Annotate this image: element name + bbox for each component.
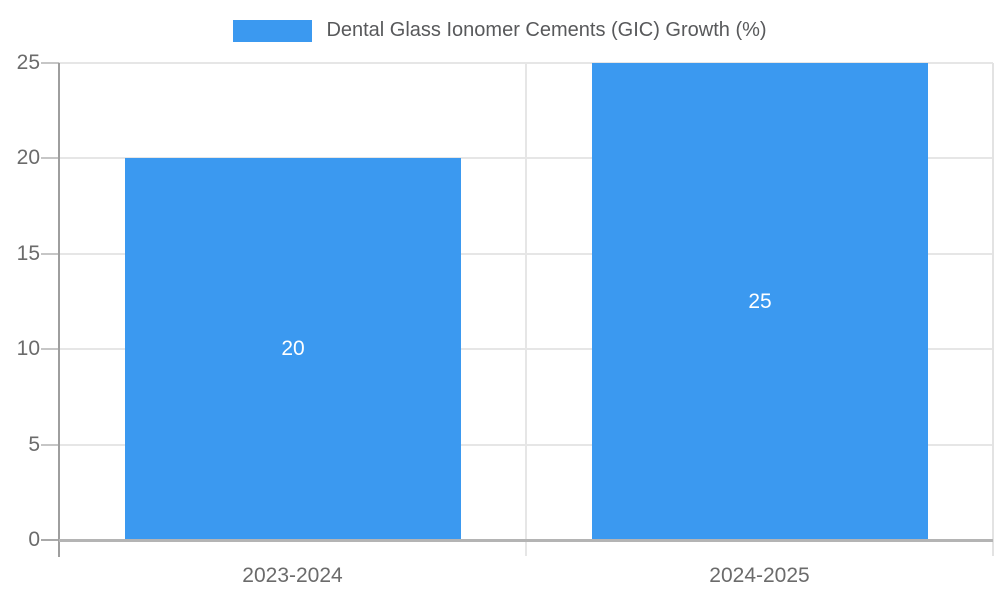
bar-value-label-2024-2025: 25: [748, 290, 772, 313]
x-tick-label-2024-2025: 2024-2025: [709, 564, 810, 587]
legend-label: Dental Glass Ionomer Cements (GIC) Growt…: [326, 19, 767, 41]
bar-2024-2025[interactable]: [592, 63, 928, 540]
legend: Dental Glass Ionomer Cements (GIC) Growt…: [0, 19, 1000, 42]
y-tick-label-5: 5: [28, 433, 40, 456]
y-tick-label-25: 25: [16, 51, 40, 74]
bar-value-label-2023-2024: 20: [281, 337, 305, 360]
legend-swatch: [233, 19, 313, 42]
y-tick-label-10: 10: [16, 337, 40, 360]
y-axis-line: [58, 63, 60, 557]
y-tick-label-0: 0: [28, 528, 40, 551]
y-tick-label-15: 15: [16, 242, 40, 265]
y-axis-tick-20: [41, 157, 59, 159]
y-axis-tick-25: [41, 62, 59, 64]
gridline-x-separator-1: [525, 63, 527, 556]
y-tick-label-20: 20: [16, 146, 40, 169]
y-axis-tick-10: [41, 348, 59, 350]
y-axis-tick-0: [41, 539, 59, 541]
y-axis-tick-15: [41, 253, 59, 255]
x-tick-label-2023-2024: 2023-2024: [242, 564, 343, 587]
x-axis-baseline: [59, 539, 993, 542]
plot-right-edge-line: [992, 63, 994, 556]
y-axis-tick-5: [41, 444, 59, 446]
bar-2023-2024[interactable]: [125, 158, 461, 540]
